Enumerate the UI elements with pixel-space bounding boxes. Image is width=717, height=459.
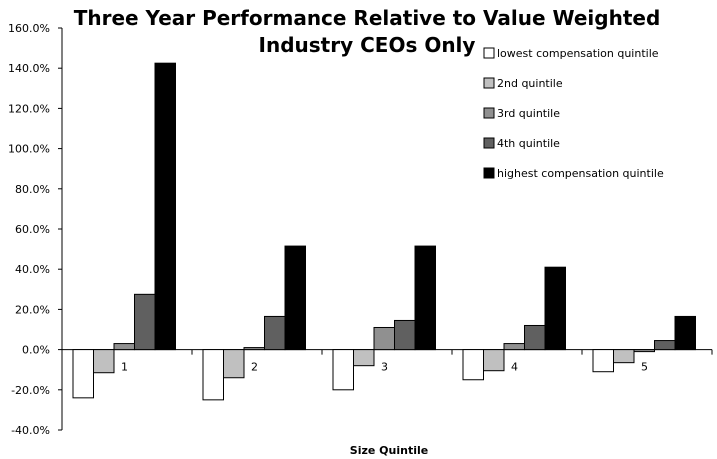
- x-tick-label: 1: [121, 361, 128, 374]
- x-tick-label: 3: [381, 361, 388, 374]
- axes: 160.0%140.0%120.0%100.0%80.0%60.0%40.0%2…: [8, 22, 713, 437]
- bar-4-cat-3: [394, 319, 416, 351]
- legend-label-3: 3rd quintile: [497, 107, 560, 120]
- legend-label-1: lowest compensation quintile: [497, 47, 659, 60]
- bar-1-cat-5: [592, 349, 614, 373]
- y-tick-label: -40.0%: [11, 424, 50, 437]
- legend-label-2: 2nd quintile: [497, 77, 563, 90]
- bar-4-cat-1: [134, 293, 156, 351]
- y-tick-label: 20.0%: [15, 303, 50, 316]
- legend-label-5: highest compensation quintile: [497, 167, 664, 180]
- bar-2-cat-2: [223, 349, 245, 379]
- bar-5-cat-5: [674, 315, 696, 351]
- bar-4-cat-2: [264, 315, 286, 351]
- bar-2-cat-4: [483, 349, 505, 372]
- bar-2-cat-1: [93, 349, 115, 374]
- bar-1-cat-1: [72, 349, 94, 399]
- legend-swatch-2: [483, 77, 495, 89]
- legend-label-4: 4th quintile: [497, 137, 560, 150]
- bar-3-cat-4: [503, 343, 525, 351]
- bar-3-cat-5: [633, 349, 655, 353]
- legend-swatch-4: [483, 137, 495, 149]
- bar-5-cat-1: [154, 62, 176, 351]
- y-tick-label: 160.0%: [8, 22, 50, 35]
- y-tick-label: 80.0%: [15, 183, 50, 196]
- bar-1-cat-4: [462, 349, 484, 381]
- x-tick-label: 4: [511, 361, 518, 374]
- chart-title: Three Year Performance Relative to Value…: [74, 6, 661, 57]
- bar-1-cat-3: [332, 349, 354, 391]
- y-tick-label: 100.0%: [8, 143, 50, 156]
- bar-2-cat-3: [353, 349, 375, 367]
- bars: 1 2 3 4 5: [72, 62, 696, 401]
- bar-4-cat-4: [524, 324, 546, 351]
- x-tick-label: 2: [251, 361, 258, 374]
- y-tick-label: 60.0%: [15, 223, 50, 236]
- bar-3-cat-2: [243, 347, 265, 351]
- x-tick-label: 5: [641, 361, 648, 374]
- bar-5-cat-2: [284, 245, 306, 351]
- bar-2-cat-5: [613, 349, 635, 364]
- x-axis-label: Size Quintile: [350, 444, 428, 457]
- legend: lowest compensation quintile 2nd quintile…: [483, 47, 664, 180]
- bar-3-cat-3: [373, 326, 395, 351]
- legend-swatch-5: [483, 167, 495, 179]
- legend-swatch-1: [483, 47, 495, 59]
- y-tick-label: 120.0%: [8, 102, 50, 115]
- bar-4-cat-5: [654, 340, 676, 351]
- legend-swatch-3: [483, 107, 495, 119]
- y-tick-label: 0.0%: [22, 344, 50, 357]
- y-tick-label: -20.0%: [11, 384, 50, 397]
- chart-title-line-1: Three Year Performance Relative to Value…: [74, 6, 661, 30]
- bar-3-cat-1: [113, 343, 135, 351]
- y-tick-label: 140.0%: [8, 62, 50, 75]
- bar-5-cat-4: [544, 266, 566, 351]
- chart-title-line-2: Industry CEOs Only: [259, 33, 476, 57]
- bar-1-cat-2: [202, 349, 224, 401]
- bar-5-cat-3: [414, 245, 436, 351]
- y-tick-label: 40.0%: [15, 263, 50, 276]
